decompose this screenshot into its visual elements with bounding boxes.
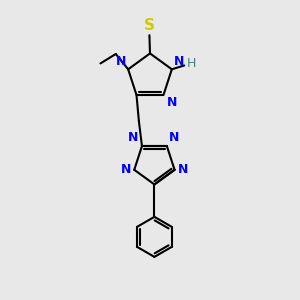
- Text: N: N: [121, 163, 131, 176]
- Text: N: N: [169, 131, 180, 144]
- Text: N: N: [178, 163, 188, 176]
- Text: H: H: [187, 58, 196, 70]
- Text: N: N: [167, 96, 177, 110]
- Text: N: N: [128, 131, 138, 144]
- Text: S: S: [144, 18, 155, 33]
- Text: N: N: [116, 55, 126, 68]
- Text: N: N: [174, 55, 184, 68]
